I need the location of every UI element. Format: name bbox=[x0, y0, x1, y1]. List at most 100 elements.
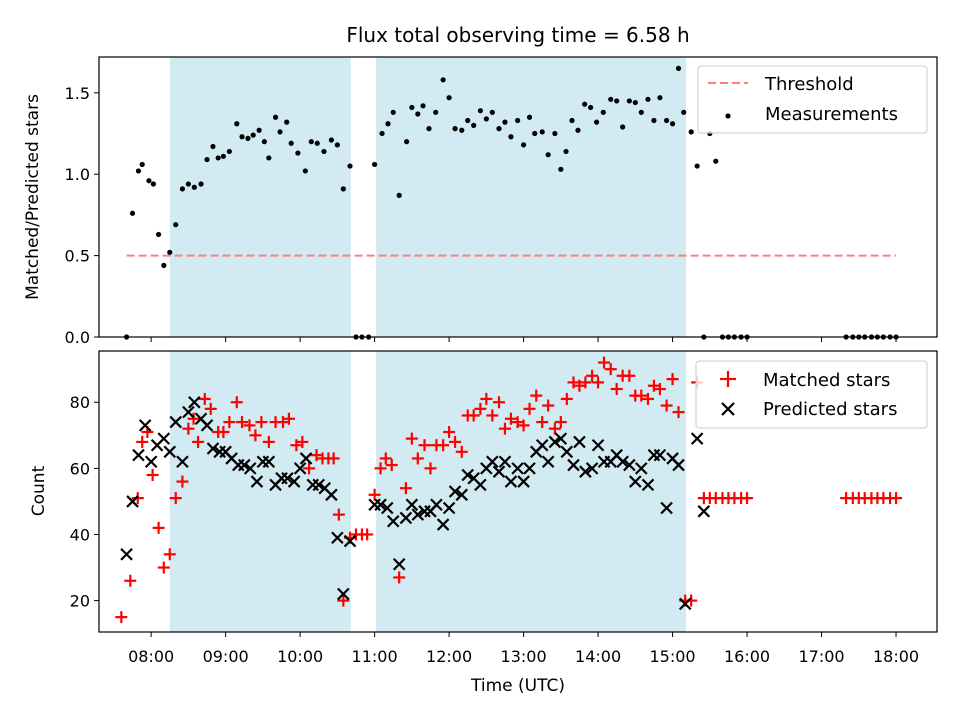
measurement-point bbox=[608, 96, 614, 102]
measurement-point bbox=[651, 117, 657, 124]
measurement-point bbox=[614, 98, 620, 104]
measurement-point bbox=[272, 114, 279, 120]
matched-star-point bbox=[480, 392, 493, 405]
predicted-star-point bbox=[262, 455, 276, 469]
measurement-point bbox=[545, 152, 551, 158]
measurement-point bbox=[404, 139, 410, 145]
predicted-star-point bbox=[200, 419, 214, 432]
predicted-star-point bbox=[474, 478, 487, 492]
predicted-star-point bbox=[504, 475, 518, 488]
matched-star-point bbox=[249, 429, 262, 442]
matched-star-point bbox=[204, 402, 217, 415]
predicted-star-point bbox=[554, 432, 568, 445]
bottom-y-ticks: 20 40 60 80 bbox=[70, 393, 99, 611]
measurement-point bbox=[146, 178, 152, 184]
matched-star-point bbox=[332, 508, 345, 521]
matched-star-point bbox=[523, 402, 536, 415]
matched-star-point bbox=[303, 462, 316, 475]
top-y-tick-label: 0.0 bbox=[65, 328, 90, 347]
measurement-point bbox=[552, 130, 558, 137]
measurement-point bbox=[415, 111, 421, 117]
matched-star-point bbox=[217, 425, 230, 438]
matched-star-point bbox=[236, 416, 249, 429]
matched-star-point bbox=[405, 432, 418, 445]
matched-star-point bbox=[255, 416, 268, 429]
predicted-star-point bbox=[287, 475, 301, 488]
predicted-star-point bbox=[380, 501, 394, 515]
measurement-point bbox=[129, 210, 136, 216]
predicted-star-point bbox=[629, 475, 642, 488]
matched-star-point bbox=[474, 402, 487, 415]
matched-star-point bbox=[146, 468, 159, 481]
bottom-legend-box bbox=[695, 360, 928, 429]
matched-star-point bbox=[182, 422, 195, 435]
bottom-legend: Matched stars Predicted stars bbox=[695, 360, 928, 429]
predicted-star-point bbox=[250, 475, 264, 488]
matched-star-point bbox=[449, 435, 462, 448]
measurement-point bbox=[620, 124, 626, 130]
measurement-point bbox=[150, 181, 156, 187]
predicted-star-point bbox=[511, 462, 524, 475]
measurement-point bbox=[161, 262, 167, 268]
predicted-star-point bbox=[312, 478, 326, 492]
measurements-legend-label: Measurements bbox=[765, 104, 898, 125]
measurement-point bbox=[440, 77, 446, 83]
measurement-point bbox=[239, 134, 245, 140]
bottom-y-tick-label: 60 bbox=[70, 459, 90, 478]
measurement-point bbox=[295, 150, 301, 156]
matched-star-point bbox=[169, 492, 182, 505]
predicted-star-point bbox=[690, 432, 704, 445]
measurement-point bbox=[471, 122, 477, 128]
measurement-point bbox=[266, 155, 272, 161]
predicted-star-point bbox=[579, 465, 592, 478]
x-tick-label: 14:00 bbox=[575, 647, 621, 666]
matched-star-point bbox=[327, 452, 340, 465]
x-tick-label: 09:00 bbox=[203, 647, 249, 666]
threshold-legend-label: Threshold bbox=[764, 74, 854, 95]
measurement-point bbox=[261, 139, 267, 145]
matched-star-point bbox=[115, 611, 128, 624]
bottom-axes-frame bbox=[98, 350, 938, 633]
measurement-point bbox=[588, 104, 594, 111]
measurement-point bbox=[204, 156, 210, 163]
measurement-point bbox=[198, 181, 204, 187]
matched-star-point bbox=[598, 356, 611, 369]
measurement-point bbox=[681, 109, 687, 115]
x-tick-label: 13:00 bbox=[501, 647, 547, 666]
matched-star-point bbox=[136, 435, 149, 448]
measurement-point bbox=[632, 99, 638, 106]
measurement-point bbox=[582, 101, 588, 107]
measurement-point bbox=[308, 139, 314, 145]
top-y-tick-label: 1.0 bbox=[65, 165, 90, 184]
matched-star-point bbox=[379, 452, 392, 465]
measurement-point bbox=[256, 127, 262, 133]
matched-star-point bbox=[504, 412, 517, 425]
measurement-point bbox=[302, 168, 308, 174]
matched-star-point bbox=[282, 412, 295, 425]
top-legend-box bbox=[697, 65, 928, 134]
matched-star-point bbox=[610, 383, 623, 396]
measurement-point bbox=[288, 140, 294, 146]
matched-star-point bbox=[374, 462, 387, 475]
predicted-star-point bbox=[660, 501, 673, 515]
measurements-legend-swatch bbox=[725, 113, 731, 119]
predicted-star-point bbox=[237, 458, 251, 472]
x-tick-label: 18:00 bbox=[873, 647, 919, 666]
measurement-point bbox=[600, 109, 606, 115]
predicted-star-point bbox=[461, 468, 474, 482]
measurement-point bbox=[508, 134, 514, 140]
matched-star-point bbox=[635, 389, 648, 402]
bottom-y-axis-label: Count bbox=[29, 465, 49, 516]
measurement-point bbox=[220, 153, 226, 159]
predicted-star-point bbox=[163, 445, 177, 459]
measurement-point bbox=[321, 148, 327, 155]
predicted-star-point bbox=[411, 508, 425, 521]
predicted-star-point bbox=[616, 455, 629, 469]
matched-star-point bbox=[262, 435, 275, 448]
top-axes-frame bbox=[98, 56, 938, 338]
matched-star-point bbox=[131, 492, 144, 505]
predicted-star-point bbox=[573, 435, 586, 449]
predicted-star-point bbox=[548, 435, 562, 449]
matched-legend-swatch bbox=[720, 371, 736, 387]
